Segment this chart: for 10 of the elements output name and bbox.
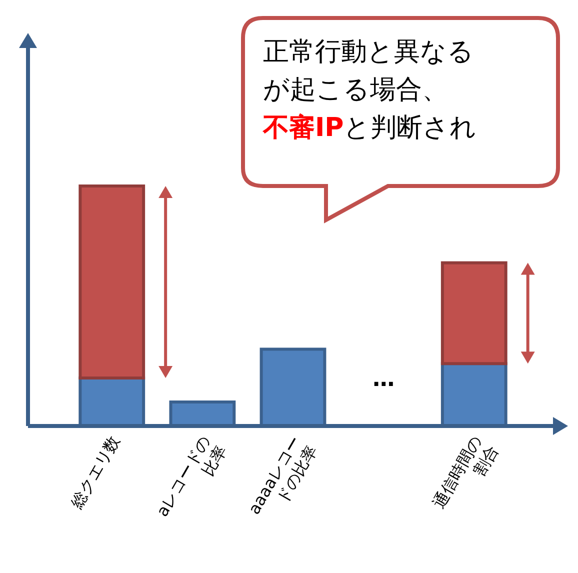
bar: [78, 184, 146, 380]
text: が起こる場合、: [263, 75, 448, 105]
text: と判断され: [344, 113, 477, 143]
x-tick-label: aレコードの 比率: [152, 432, 230, 520]
annotation: …: [372, 367, 395, 392]
text: 不審IP: [262, 113, 344, 143]
x-tick-label: 総クエリ数: [66, 432, 124, 512]
x-tick-label: 通信時間の 割合: [429, 432, 502, 512]
bar: [440, 261, 508, 366]
text: 正常行動と異なる: [263, 37, 474, 67]
